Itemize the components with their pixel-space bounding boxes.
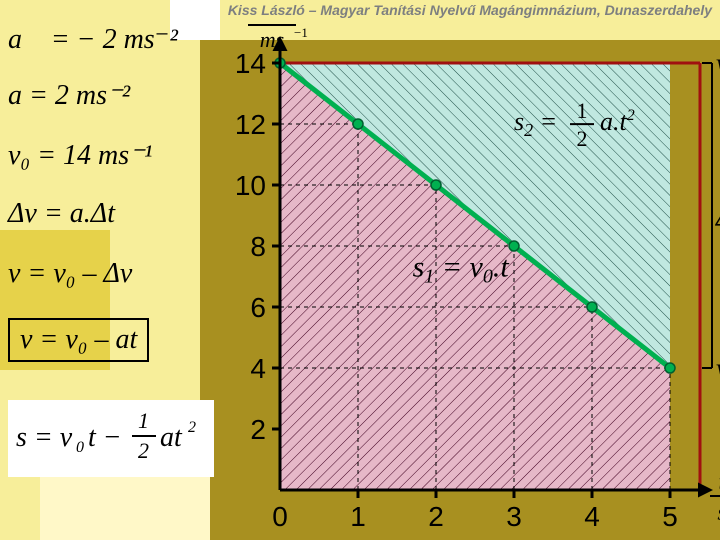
svg-text:2: 2 bbox=[138, 438, 149, 463]
data-point bbox=[587, 302, 597, 312]
data-point bbox=[665, 363, 675, 373]
label-v: v bbox=[716, 352, 720, 385]
equation-a-scalar: a = 2 ms⁻² bbox=[8, 78, 130, 112]
equation-dv-at: Δv = a.Δt bbox=[8, 198, 115, 230]
xtick-label: 3 bbox=[506, 501, 522, 532]
svg-text:−1: −1 bbox=[294, 25, 308, 40]
bracket-dv bbox=[702, 63, 712, 368]
xtick-label: 5 bbox=[662, 501, 678, 532]
equation-s-formula: s = v0t − 1 2 at 2 bbox=[8, 400, 214, 477]
xtick-label: 0 bbox=[272, 501, 288, 532]
svg-text:t −: t − bbox=[88, 422, 122, 453]
ytick-label: 12 bbox=[235, 109, 266, 140]
label-s2: s2 =12a.t2 bbox=[508, 98, 664, 151]
svg-text:ms: ms bbox=[260, 27, 284, 52]
svg-text:1: 1 bbox=[138, 408, 149, 433]
equation-v-v0-dv: v = v₀ – Δv bbox=[8, 258, 132, 290]
ytick-label: 10 bbox=[235, 170, 266, 201]
svg-text:1: 1 bbox=[577, 98, 588, 123]
label-dv: Δv bbox=[715, 200, 720, 233]
equation-v0: v₀ = 14 ms⁻¹ bbox=[8, 138, 152, 172]
data-point bbox=[353, 119, 363, 129]
data-point bbox=[509, 241, 519, 251]
ytick-label: 8 bbox=[250, 231, 266, 262]
svg-text:2: 2 bbox=[188, 419, 196, 436]
svg-text:s2 =: s2 = bbox=[514, 107, 557, 140]
svg-text:0: 0 bbox=[76, 439, 84, 456]
label-v0: v0 bbox=[716, 47, 720, 84]
svg-text:at: at bbox=[160, 422, 183, 453]
ytick-label: 2 bbox=[250, 414, 266, 445]
xtick-label: 1 bbox=[350, 501, 366, 532]
svg-text:s = v: s = v bbox=[16, 422, 73, 453]
xtick-label: 4 bbox=[584, 501, 600, 532]
ytick-label: 6 bbox=[250, 292, 266, 323]
velocity-time-chart: 2468101214012345vms−1tss1 = v0.ts2 =12a.… bbox=[200, 20, 720, 540]
ytick-label: 4 bbox=[250, 353, 266, 384]
x-axis-title: ts bbox=[710, 467, 720, 526]
slide-header: Kiss László – Magyar Tanítási Nyelvű Mag… bbox=[228, 2, 712, 18]
equation-v-v0-at: v = v₀ – at bbox=[8, 318, 149, 362]
data-point bbox=[431, 180, 441, 190]
equation-a-vec: a⃗ = − 2 ms⁻² bbox=[8, 22, 178, 56]
xtick-label: 2 bbox=[428, 501, 444, 532]
ytick-label: 14 bbox=[235, 48, 266, 79]
svg-text:2: 2 bbox=[577, 126, 588, 151]
